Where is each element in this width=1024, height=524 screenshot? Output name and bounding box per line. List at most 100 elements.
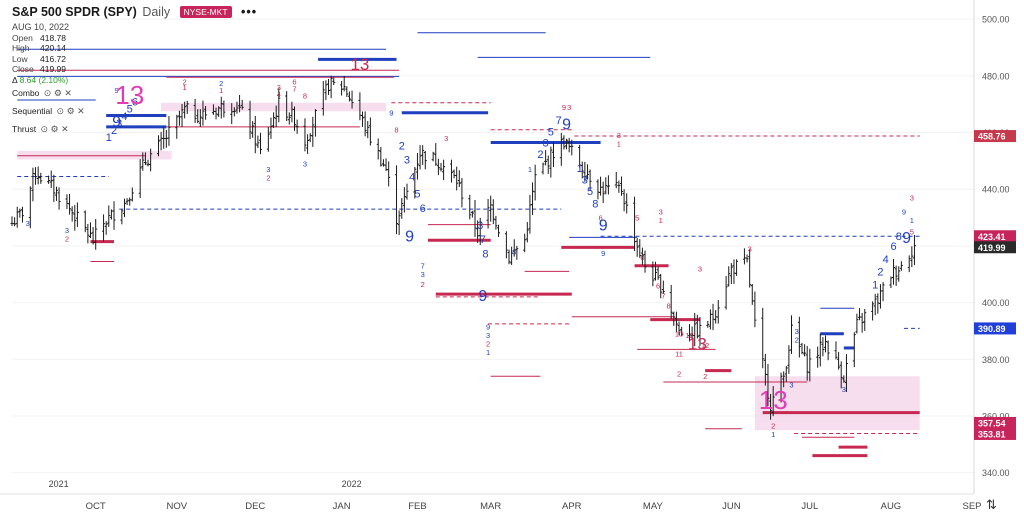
change-value: 8.64 (2.10%) [19, 74, 69, 85]
count-mark: 2 [486, 340, 490, 349]
count-mark: 2 [65, 235, 69, 244]
count-mark: 2 [771, 422, 775, 431]
count-mark: 11 [675, 349, 683, 358]
count-mark: 10 [675, 330, 683, 339]
price-label-box [974, 230, 1016, 243]
count-mark: 9 [486, 323, 490, 332]
count-mark: 1 [219, 86, 223, 95]
count-mark: 3 [444, 134, 448, 143]
count-mark: 1 [486, 348, 490, 357]
count-mark: 1 [617, 140, 621, 149]
indicator-controls-icon[interactable]: ⊙ ⚙ ✕ [40, 124, 69, 134]
time-axis[interactable]: 2021 OCT NOV DEC 2022 JAN FEB MAR APR MAY JUN JUL AU… [0, 479, 982, 512]
indicator-controls-icon[interactable]: ⊙ ⚙ ✕ [43, 88, 72, 98]
count-mark: 1 [183, 83, 187, 92]
price-tick-label: 500.00 [982, 15, 1010, 25]
count-mark: 8 [640, 253, 644, 262]
count-mark: 3 [910, 194, 914, 203]
month-label: JUN [722, 501, 741, 512]
count-mark: 6 [292, 77, 296, 86]
count-mark: 7 [661, 291, 665, 300]
count-mark: 2 [703, 372, 707, 381]
count-mark: 7 [480, 234, 486, 246]
price-label-text: 353.81 [978, 429, 1006, 439]
ohlc-close-row: Close 419.99 [12, 64, 68, 74]
count-mark: 3 [698, 264, 702, 273]
price-tick-label: 340.00 [982, 468, 1010, 478]
price-tick-label: 480.00 [982, 71, 1010, 81]
month-label: NOV [166, 501, 187, 512]
count-mark: 2 [183, 77, 187, 86]
count-mark: 3 [404, 155, 410, 167]
price-label-text: 419.99 [978, 243, 1006, 253]
price-label-text: 423.41 [978, 232, 1006, 242]
highlight-box [754, 376, 920, 431]
price-label-box [974, 322, 1016, 335]
count-mark: 3 [477, 220, 483, 232]
count-mark: 2 [795, 335, 799, 344]
ohlc-label: Close [12, 64, 34, 75]
count-mark: 3 [65, 226, 69, 235]
count-mark: 3 [748, 245, 752, 254]
count-mark: 3 [789, 381, 793, 390]
count-mark: 3 [303, 160, 307, 169]
count-mark: 2 [111, 125, 117, 137]
price-tick-label: 440.00 [982, 185, 1010, 195]
count-mark: 3 [277, 83, 281, 92]
count-mark: 12 [701, 341, 709, 350]
month-label: MAR [480, 501, 501, 512]
ohlc-readout: Open 418.78 High 420.14 Low 416.72 Close 419… [12, 33, 68, 85]
count-mark: 5 [587, 186, 593, 198]
count-mark: 3 [421, 270, 425, 279]
month-label: DEC [245, 501, 265, 512]
count-mark: 2 [399, 141, 405, 153]
count-mark: 8 [896, 231, 902, 243]
count-mark: 6 [656, 281, 660, 290]
count-mark: 3 [266, 165, 270, 174]
count-mark: 2 [266, 174, 270, 183]
ohlc-label: Low [12, 53, 28, 64]
year-label: 2021 [49, 479, 69, 489]
indicator-controls-icon[interactable]: ⊙ ⚙ ✕ [56, 106, 85, 116]
ohlc-label: Open [12, 33, 33, 43]
month-label: JAN [333, 501, 351, 512]
indicator-combo[interactable]: Combo ⊙ ⚙ ✕ [12, 88, 72, 99]
count-mark: 2 [877, 267, 883, 279]
count-mark: 9 [601, 249, 605, 258]
count-mark: 1 [771, 430, 775, 439]
indicator-thrust[interactable]: Thrust ⊙ ⚙ ✕ [12, 124, 69, 135]
highlight-box [161, 102, 387, 112]
count-mark: 2 [677, 369, 681, 378]
month-label: APR [562, 501, 582, 512]
count-mark: 5 [127, 104, 133, 116]
indicator-sequential[interactable]: Sequential ⊙ ⚙ ✕ [12, 106, 85, 117]
count-mark: 8 [394, 126, 398, 135]
count-mark: 3 [512, 247, 516, 256]
price-tick-label: 360.00 [982, 411, 1010, 421]
axis-sort-icon[interactable]: ⇅ [986, 497, 997, 512]
bar-date: AUG 10, 2022 [12, 22, 70, 32]
price-label-box [974, 427, 1016, 440]
setup-annotation: 9 [562, 117, 571, 134]
count-mark: 4 [409, 172, 415, 184]
month-label: JUL [801, 501, 818, 512]
month-label: FEB [408, 501, 426, 512]
more-menu-icon[interactable]: ••• [241, 5, 258, 19]
setup-annotation: 9 [902, 230, 911, 247]
count-mark: 3 [116, 118, 122, 130]
symbol-title[interactable]: S&P 500 SPDR (SPY) [12, 5, 137, 19]
count-mark: 6 [132, 97, 138, 109]
count-mark: 3 [617, 131, 621, 140]
setup-annotation: 9 [599, 217, 608, 234]
setup-annotation: 13 [688, 334, 707, 353]
ohlc-value: 420.14 [40, 43, 66, 54]
setup-annotation: 9 [112, 114, 121, 131]
setup-annotation: 13 [115, 80, 144, 110]
price-label-text: 357.54 [978, 418, 1006, 428]
timeframe-label[interactable]: Daily [142, 5, 171, 19]
count-mark: 1 [528, 165, 532, 174]
setup-annotation: 9 [478, 288, 487, 305]
count-mark: 3 [582, 175, 588, 187]
